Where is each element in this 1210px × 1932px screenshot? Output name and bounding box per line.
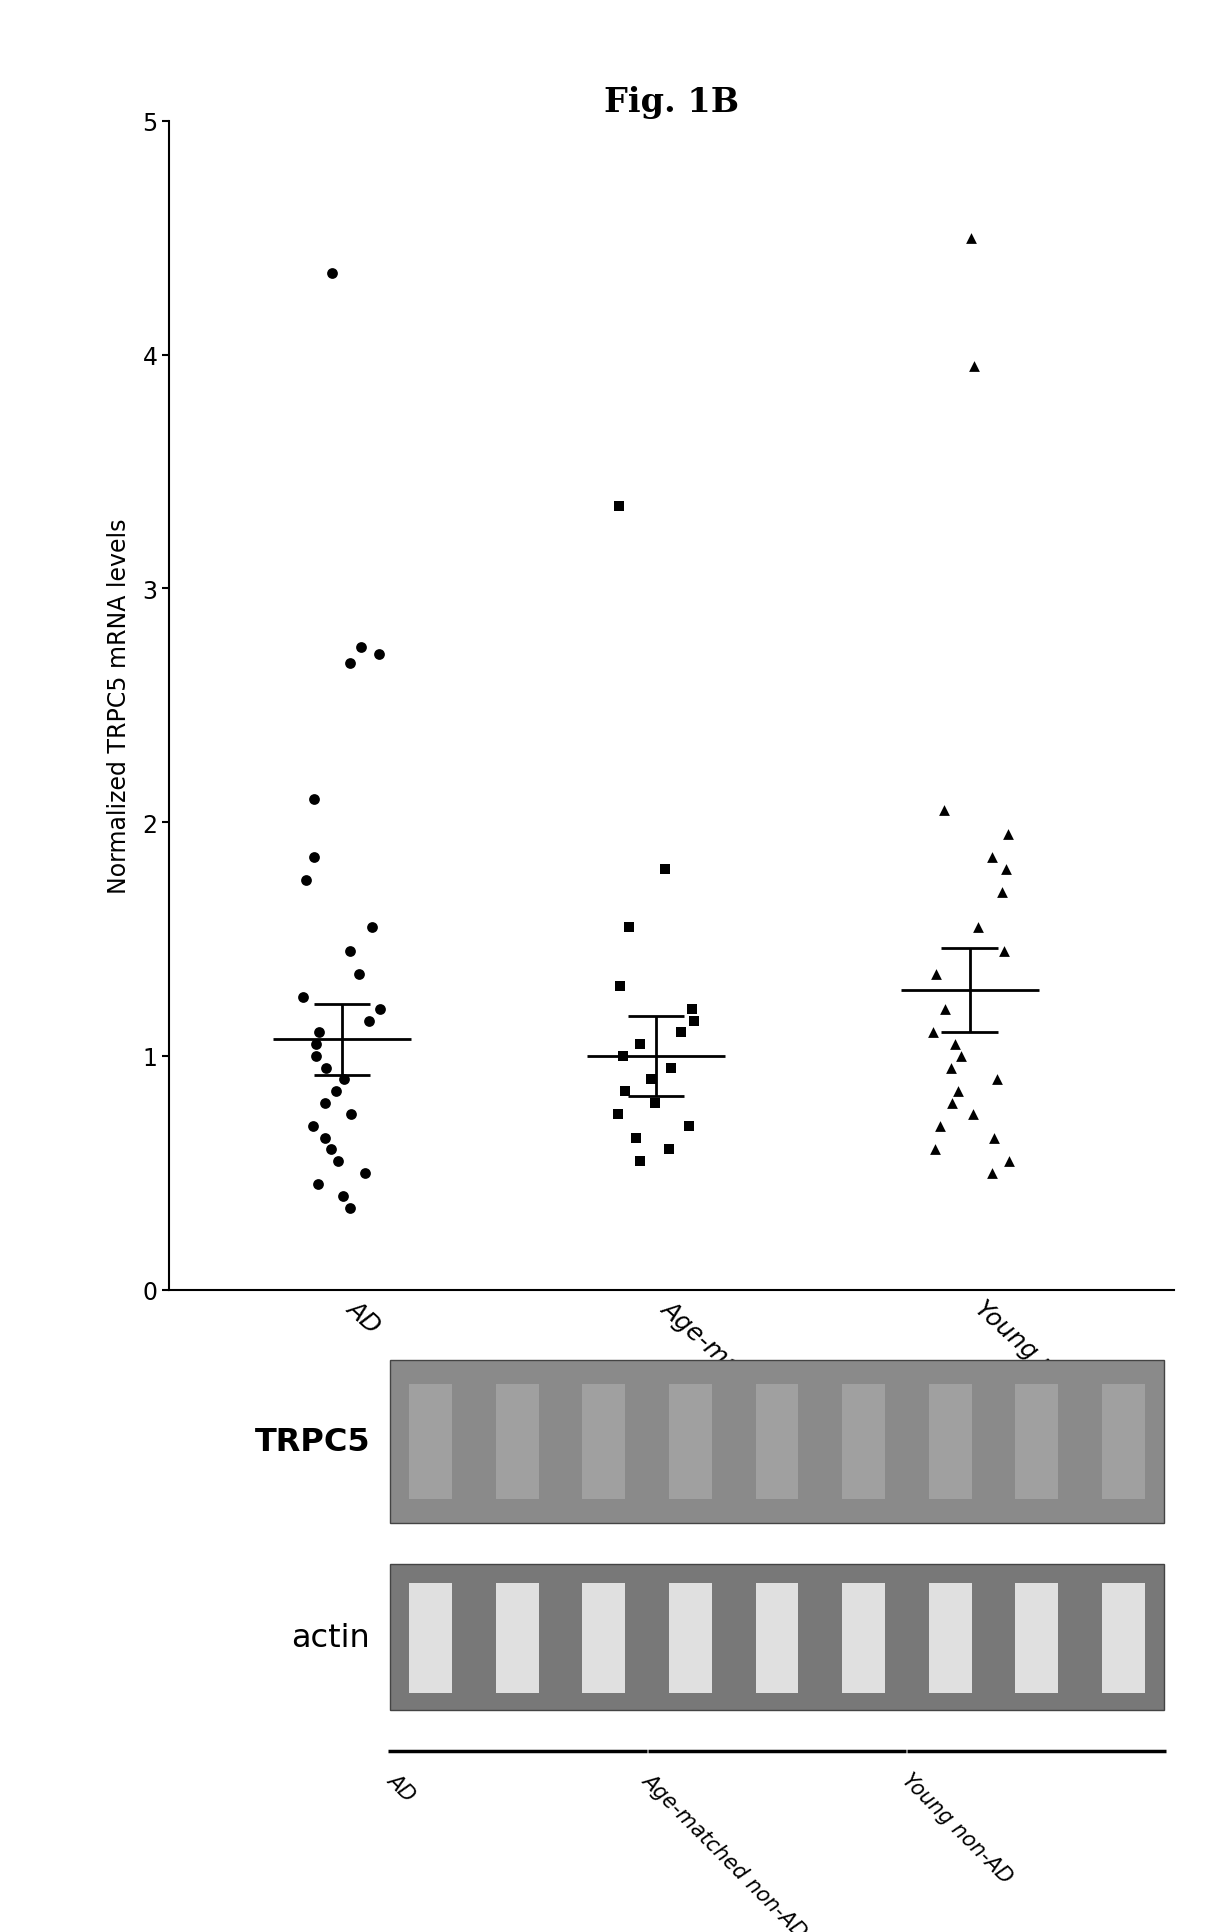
Bar [496, 1584, 538, 1692]
Y-axis label: Normalized TRPC5 mRNA levels: Normalized TRPC5 mRNA levels [108, 518, 131, 893]
Text: actin: actin [292, 1623, 370, 1654]
Point [963, 1099, 983, 1130]
Point [329, 1146, 348, 1177]
Bar [1015, 1385, 1059, 1499]
Bar [409, 1385, 451, 1499]
Point [316, 1088, 335, 1119]
Point [630, 1146, 650, 1177]
Bar [1015, 1584, 1059, 1692]
Point [306, 1041, 325, 1072]
Point [935, 995, 955, 1026]
Point [304, 842, 323, 873]
Point [609, 1099, 628, 1130]
Point [682, 995, 702, 1026]
Point [943, 1088, 962, 1119]
Point [340, 935, 359, 966]
Point [985, 1122, 1004, 1153]
Point [613, 1041, 633, 1072]
Point [680, 1111, 699, 1142]
Point [930, 1111, 950, 1142]
Point [340, 1192, 359, 1223]
Point [322, 259, 341, 290]
Text: Age-matched non-AD: Age-matched non-AD [639, 1770, 811, 1932]
Point [655, 854, 674, 885]
Point [351, 632, 370, 663]
Bar [1102, 1584, 1145, 1692]
Point [672, 1018, 691, 1049]
Bar [929, 1584, 972, 1692]
Point [995, 935, 1014, 966]
Bar [391, 1565, 1164, 1710]
Point [356, 1157, 375, 1188]
Point [684, 1007, 703, 1037]
Point [620, 912, 639, 943]
Bar [496, 1385, 538, 1499]
Point [327, 1076, 346, 1107]
Point [334, 1065, 353, 1095]
Text: AD: AD [384, 1770, 419, 1804]
Bar [1102, 1385, 1145, 1499]
Point [646, 1088, 666, 1119]
Point [661, 1053, 680, 1084]
Point [616, 1076, 635, 1107]
Point [293, 981, 312, 1012]
Point [987, 1065, 1007, 1095]
Point [322, 1134, 341, 1165]
Point [964, 352, 984, 383]
Point [340, 649, 359, 680]
Point [362, 912, 381, 943]
Point [968, 912, 987, 943]
Bar [582, 1385, 626, 1499]
Point [609, 493, 628, 524]
Point [949, 1076, 968, 1107]
Bar [669, 1385, 711, 1499]
Bar [842, 1584, 885, 1692]
Point [370, 995, 390, 1026]
Point [302, 1111, 322, 1142]
Bar [391, 1360, 1164, 1524]
Point [941, 1053, 961, 1084]
Point [996, 854, 1015, 885]
Point [334, 1180, 353, 1211]
Point [926, 1134, 945, 1165]
Point [350, 958, 369, 989]
Point [992, 877, 1012, 908]
Point [307, 1169, 327, 1200]
Point [923, 1018, 943, 1049]
Point [999, 1146, 1019, 1177]
Point [316, 1122, 335, 1153]
Point [946, 1030, 966, 1061]
Text: Young non-AD: Young non-AD [898, 1770, 1016, 1888]
Point [306, 1030, 325, 1061]
Point [316, 1053, 335, 1084]
Point [611, 970, 630, 1001]
Point [309, 1018, 328, 1049]
Bar [409, 1584, 451, 1692]
Bar [842, 1385, 885, 1499]
Bar [929, 1385, 972, 1499]
Point [630, 1030, 650, 1061]
Point [296, 866, 316, 896]
Bar [582, 1584, 626, 1692]
Point [962, 222, 981, 253]
Point [934, 796, 953, 827]
Bar [669, 1584, 711, 1692]
Point [341, 1099, 361, 1130]
Point [641, 1065, 661, 1095]
Bar [755, 1584, 799, 1692]
Point [951, 1041, 970, 1072]
Point [359, 1007, 379, 1037]
Point [983, 842, 1002, 873]
Point [627, 1122, 646, 1153]
Text: Fig. 1B: Fig. 1B [604, 87, 739, 120]
Point [927, 958, 946, 989]
Point [659, 1134, 679, 1165]
Bar [755, 1385, 799, 1499]
Point [998, 819, 1018, 850]
Point [983, 1157, 1002, 1188]
Text: TRPC5: TRPC5 [254, 1426, 370, 1457]
Point [304, 784, 323, 815]
Point [369, 639, 388, 670]
